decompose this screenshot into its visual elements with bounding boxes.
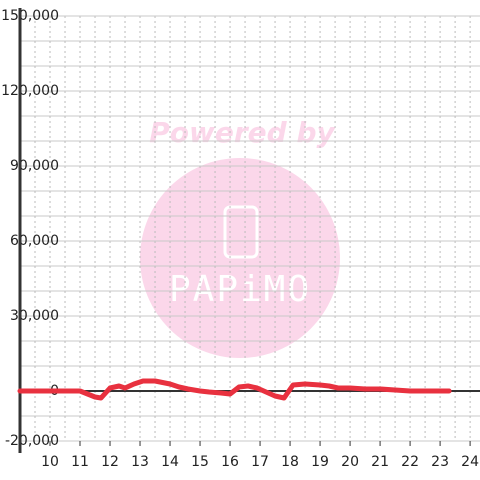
x-tick-label: 17 — [251, 454, 269, 470]
x-tick-label: 10 — [41, 454, 59, 470]
y-tick-label: -20,000 — [5, 433, 59, 449]
x-tick-label: 12 — [101, 454, 119, 470]
x-tick-label: 16 — [221, 454, 239, 470]
y-tick-label: 90,000 — [10, 158, 59, 174]
x-tick-label: 24 — [461, 454, 479, 470]
watermark-text: Powered by — [149, 116, 336, 149]
y-tick-label: 60,000 — [10, 233, 59, 249]
watermark-phone — [223, 205, 259, 259]
x-tick-label: 13 — [131, 454, 149, 470]
watermark-logo: PAPiMO — [169, 269, 311, 310]
x-tick-label: 21 — [371, 454, 389, 470]
x-tick-label: 20 — [341, 454, 359, 470]
x-tick-label: 18 — [281, 454, 299, 470]
x-tick-label: 11 — [71, 454, 89, 470]
x-tick-label: 14 — [161, 454, 179, 470]
y-tick-label: 150,000 — [1, 8, 59, 24]
x-tick-label: 15 — [191, 454, 209, 470]
x-tick-label: 23 — [431, 454, 449, 470]
y-tick-label: 120,000 — [1, 83, 59, 99]
x-tick-label: 19 — [311, 454, 329, 470]
y-tick-label: 30,000 — [10, 308, 59, 324]
data-line — [17, 378, 452, 401]
x-tick-label: 22 — [401, 454, 419, 470]
